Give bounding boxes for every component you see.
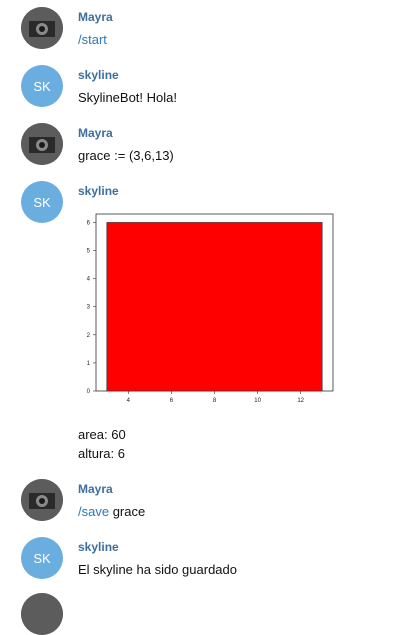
avatar-photo-icon [21, 123, 63, 165]
avatar-photo-icon [21, 479, 63, 521]
sender-name[interactable]: Mayra [78, 10, 113, 24]
message-text: /save grace [78, 504, 145, 519]
avatar-initials: SK [33, 78, 51, 94]
user-avatar[interactable] [21, 479, 63, 521]
bar [106, 222, 323, 392]
message-text: El skyline ha sido guardado [78, 562, 237, 577]
sender-name[interactable]: Mayra [78, 482, 113, 496]
avatar-initials: SK [33, 550, 51, 566]
skyline-chart-image[interactable]: 4 6 8 10 12 0 1 2 3 4 5 6 [78, 208, 340, 413]
user-avatar[interactable] [21, 123, 63, 165]
caption-altura: altura: 6 [78, 446, 125, 461]
y-tick-label: 2 [87, 333, 91, 339]
y-tick-label: 5 [87, 249, 91, 255]
bot-avatar[interactable]: SK [21, 181, 63, 223]
x-tick-label: 12 [297, 398, 304, 404]
sender-name[interactable]: skyline [78, 68, 119, 82]
avatar-photo-icon [21, 7, 63, 49]
bot-avatar[interactable]: SK [21, 65, 63, 107]
x-tick-label: 4 [127, 398, 131, 404]
y-tick-label: 1 [87, 361, 91, 367]
avatar-photo-icon [21, 593, 63, 635]
message-text: /start [78, 32, 107, 47]
message-text: grace := (3,6,13) [78, 148, 174, 163]
sender-name[interactable]: skyline [78, 540, 119, 554]
message-text: SkylineBot! Hola! [78, 90, 177, 105]
x-tick-label: 10 [254, 398, 261, 404]
y-tick-label: 0 [87, 389, 91, 395]
x-tick-label: 8 [213, 398, 217, 404]
avatar-initials: SK [33, 194, 51, 210]
x-tick-label: 6 [170, 398, 174, 404]
y-tick-label: 3 [87, 305, 91, 311]
command-link[interactable]: /save [78, 504, 110, 519]
command-argument: grace [112, 504, 146, 519]
command-link[interactable]: /start [78, 32, 107, 47]
y-tick-label: 4 [87, 277, 91, 283]
y-tick-label: 6 [87, 220, 91, 226]
user-avatar-partial[interactable] [21, 593, 63, 635]
sender-name[interactable]: skyline [78, 184, 119, 198]
caption-area: area: 60 [78, 427, 126, 442]
user-avatar[interactable] [21, 7, 63, 49]
sender-name[interactable]: Mayra [78, 126, 113, 140]
bot-avatar[interactable]: SK [21, 537, 63, 579]
